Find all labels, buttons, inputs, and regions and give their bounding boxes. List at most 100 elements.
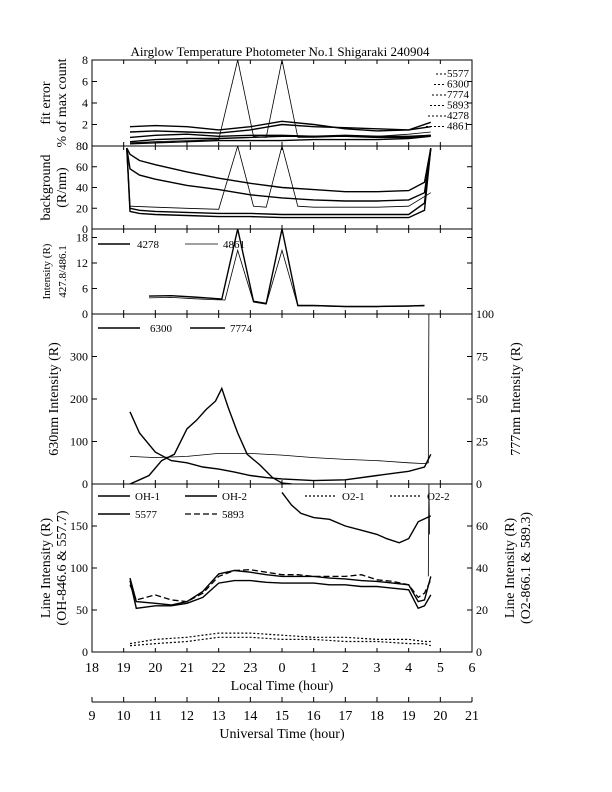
panel-red-ytick-label: 100 xyxy=(70,435,88,449)
panel-bg-line-series-2 xyxy=(126,147,432,202)
panel-blue-ytick-label: 12 xyxy=(76,256,88,270)
local-time-tick-label: 3 xyxy=(374,661,381,676)
panel-line-rtick-label: 0 xyxy=(476,645,482,659)
panel-line-ytick-label: 100 xyxy=(70,561,88,575)
fit-legend-6300: 6300 xyxy=(447,79,470,91)
panel-line-line-o2-2 xyxy=(129,632,431,645)
panel-fit-line-series-1 xyxy=(129,120,431,132)
panel-blue-ylabel-1: Intensity (R) xyxy=(41,243,53,299)
panel-red-line-7774-thin xyxy=(129,314,430,465)
panel-line-ylabel-2: (OH-846.6 & 557.7) xyxy=(55,510,70,625)
chart-title: Airglow Temperature Photometer No.1 Shig… xyxy=(131,44,431,59)
legend-4278-label: 4278 xyxy=(137,239,160,251)
panel-blue-ytick-label: 6 xyxy=(82,282,88,296)
panel-line-ylabel-right-1: Line Intensity (R) xyxy=(503,518,518,619)
panel-fit-ytick-label: 0 xyxy=(82,139,88,153)
panel-fit-line-series-2 xyxy=(129,121,432,134)
panel-bg-ytick-label: 40 xyxy=(76,181,88,195)
universal-time-tick-label: 20 xyxy=(433,709,447,724)
local-time-tick-label: 19 xyxy=(117,661,131,676)
legend-o2-1-label: O2-1 xyxy=(342,491,365,503)
panel-blue-line-4861 xyxy=(148,248,425,308)
panel-red-rtick-label: 25 xyxy=(476,435,488,449)
panel-red-rtick-label: 100 xyxy=(476,307,494,321)
panel-red-ytick-label: 200 xyxy=(70,392,88,406)
legend-5577-label: 5577 xyxy=(135,509,158,521)
panel-fit-ytick-label: 2 xyxy=(82,118,88,132)
universal-time-tick-label: 13 xyxy=(212,709,226,724)
panel-red-rtick-label: 75 xyxy=(476,350,488,364)
local-time-tick-label: 0 xyxy=(279,661,286,676)
universal-time-tick-label: 19 xyxy=(402,709,416,724)
panel-red-ytick-label: 300 xyxy=(70,350,88,364)
local-time-tick-label: 21 xyxy=(180,661,194,676)
panel-bg-ylabel-2: (R/nm) xyxy=(55,167,70,208)
panel-fit-ytick-label: 6 xyxy=(82,75,88,89)
panel-fit: 0 2 4 6 8 fit error% of max count 557763007774… xyxy=(39,53,473,153)
panel-line-rtick-label: 60 xyxy=(476,519,488,533)
local-time-tick-label: 4 xyxy=(405,661,412,676)
local-time-tick-label: 1 xyxy=(310,661,317,676)
panel-fit-frame xyxy=(91,59,473,147)
universal-time-tick-label: 12 xyxy=(180,709,194,724)
universal-time-tick-label: 11 xyxy=(149,709,162,724)
panel-red-frame xyxy=(91,313,473,485)
panel-red-line-7774 xyxy=(129,386,292,484)
panel-fit-line-series-6 xyxy=(129,60,431,144)
panel-fit-line-series-5 xyxy=(129,135,431,145)
panel-bg: 0 20 40 60 80 background (R/nm) xyxy=(39,139,473,236)
panel-red-ylabel: 630nm Intensity (R) xyxy=(47,342,62,456)
panel-bg-line-series-1 xyxy=(126,147,432,193)
universal-time-tick-label: 15 xyxy=(275,709,289,724)
panel-bg-line-series-4 xyxy=(126,148,432,219)
panel-line-rtick-label: 40 xyxy=(476,561,488,575)
panel-blue-ytick-label: 0 xyxy=(82,307,88,321)
panel-blue-ylabel-2: 427.8/486.1 xyxy=(57,245,69,298)
universal-time-tick-label: 21 xyxy=(465,709,479,724)
panel-fit-ytick-label: 4 xyxy=(82,96,88,110)
panel-fit-line-series-3 xyxy=(129,133,431,139)
panel-fit-ylabel-1: fit error xyxy=(39,81,54,124)
panel-red-ytick-label: 0 xyxy=(82,477,88,491)
local-time-tick-label: 20 xyxy=(148,661,162,676)
panel-red-rtick-label: 0 xyxy=(476,477,482,491)
panel-bg-ytick-label: 20 xyxy=(76,201,88,215)
local-time-tick-label: 2 xyxy=(342,661,349,676)
panel-line-line-spike xyxy=(427,484,430,577)
universal-time-tick-label: 9 xyxy=(89,709,96,724)
legend-oh-1-label: OH-1 xyxy=(135,491,160,503)
local-time-tick-label: 5 xyxy=(437,661,444,676)
panel-red-ylabel-right: 777nm Intensity (R) xyxy=(509,342,524,456)
panel-bg-ylabel-1: background xyxy=(39,154,54,220)
panel-bg-ytick-label: 60 xyxy=(76,160,88,174)
panel-red-line-6300 xyxy=(129,411,432,482)
panel-line-ylabel-1: Line Intensity (R) xyxy=(39,518,54,619)
panel-red-rtick-label: 50 xyxy=(476,392,488,406)
legend-5893-label: 5893 xyxy=(222,509,245,521)
fit-legend-4861: 4861 xyxy=(447,121,469,133)
legend-o2-2-label: O2-2 xyxy=(427,491,450,503)
legend-4861-label: 4861 xyxy=(223,239,245,251)
fit-legend-4278: 4278 xyxy=(447,110,470,122)
fit-legend-5893: 5893 xyxy=(447,100,470,112)
universal-time-tick-label: 16 xyxy=(307,709,321,724)
panel-line-ylabel-right-2: (O2-866.1 & 589.3) xyxy=(519,512,534,624)
panel-line-ytick-label: 150 xyxy=(70,519,88,533)
panel-fit-ytick-label: 8 xyxy=(82,53,88,67)
legend-6300-label: 6300 xyxy=(150,323,173,335)
local-time-tick-label: 22 xyxy=(212,661,226,676)
panel-fit-ylabel-2: % of max count xyxy=(55,58,70,147)
universal-time-axis: 9 10 11 12 13 14 15 16 17 18 19 20 21 xyxy=(89,697,479,724)
panel-line-line-oh-1 xyxy=(129,579,432,610)
panel-blue-ytick-label: 18 xyxy=(76,231,88,245)
panel-line-line-5577 xyxy=(281,491,432,544)
legend-oh-2-label: OH-2 xyxy=(222,491,247,503)
fit-legend-5577: 5577 xyxy=(447,68,470,80)
panel-fit-line-series-4 xyxy=(129,134,431,143)
panel-line-line-oh-2 xyxy=(129,569,432,606)
universal-time-axis-label: Universal Time (hour) xyxy=(219,727,345,742)
panel-bg-ytick-label: 80 xyxy=(76,139,88,153)
panel-line-rtick-label: 20 xyxy=(476,603,488,617)
